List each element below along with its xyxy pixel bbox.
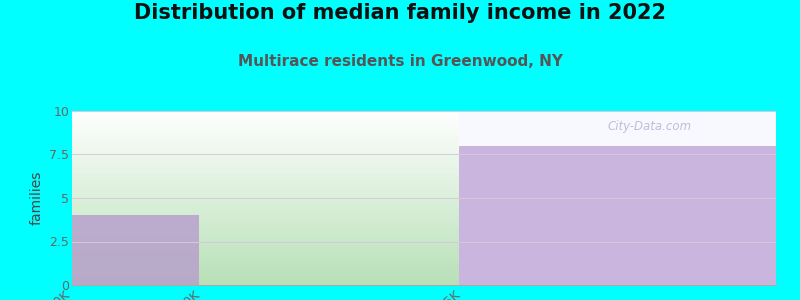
Y-axis label: families: families <box>30 171 44 225</box>
Text: Distribution of median family income in 2022: Distribution of median family income in … <box>134 3 666 23</box>
Text: Multirace residents in Greenwood, NY: Multirace residents in Greenwood, NY <box>238 54 562 69</box>
Text: City-Data.com: City-Data.com <box>607 120 691 133</box>
